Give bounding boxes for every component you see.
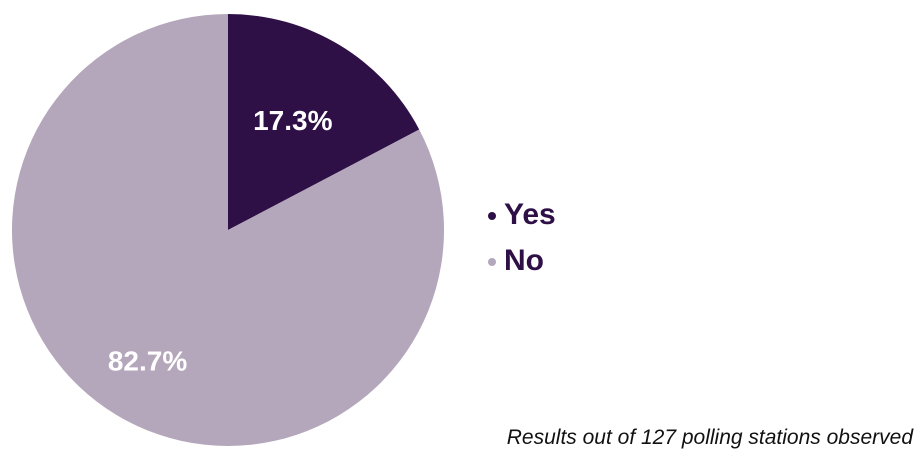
legend-label-no: No bbox=[504, 244, 544, 277]
pie-slice-yes bbox=[228, 14, 420, 230]
legend: Yes No bbox=[488, 192, 556, 284]
data-label-no: 82.7% bbox=[108, 346, 187, 377]
legend-marker-no bbox=[488, 258, 496, 266]
pie-slice-no bbox=[11, 14, 445, 446]
legend-marker-yes bbox=[488, 212, 496, 220]
footnote: Results out of 127 polling stations obse… bbox=[506, 426, 913, 449]
legend-item-yes: Yes bbox=[488, 192, 556, 238]
legend-label-yes: Yes bbox=[504, 198, 556, 231]
legend-item-no: No bbox=[488, 238, 556, 284]
data-label-yes: 17.3% bbox=[253, 105, 332, 136]
pie-chart: 17.3% 82.7% bbox=[11, 14, 445, 446]
